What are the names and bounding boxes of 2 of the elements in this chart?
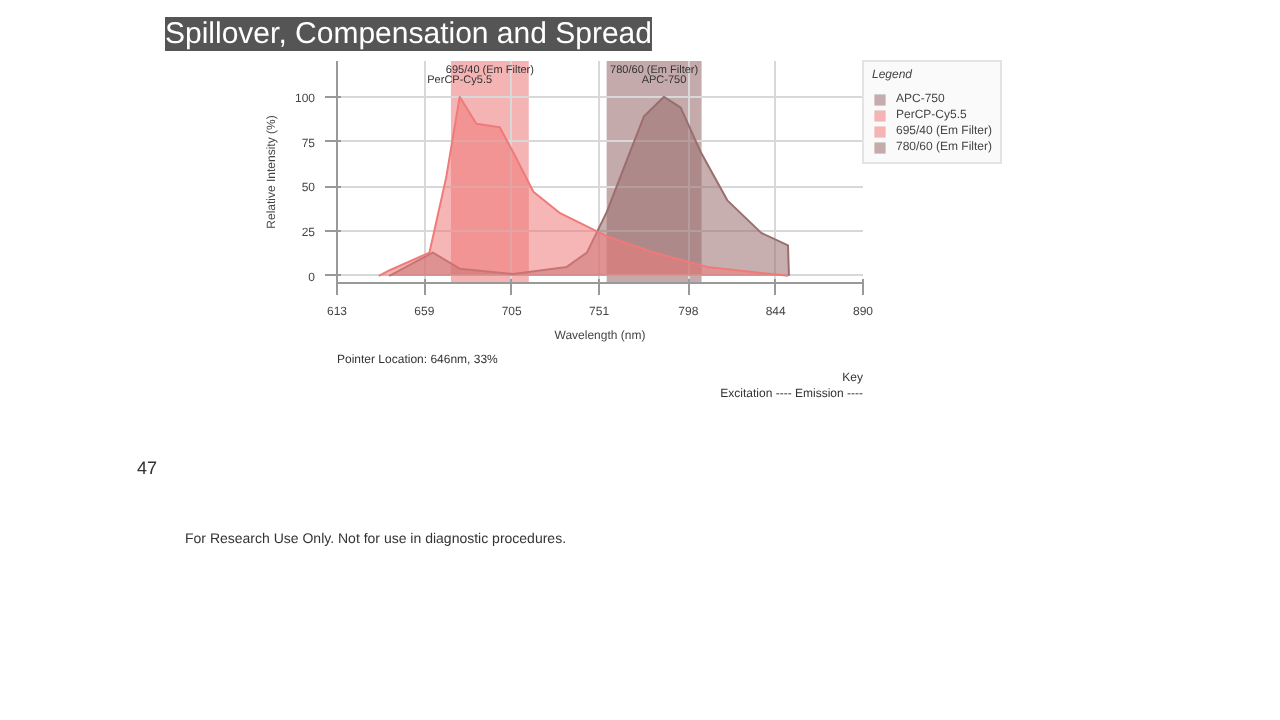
chart-title: Spillover, Compensation and Spread	[165, 17, 652, 51]
text: 47	[137, 458, 158, 478]
